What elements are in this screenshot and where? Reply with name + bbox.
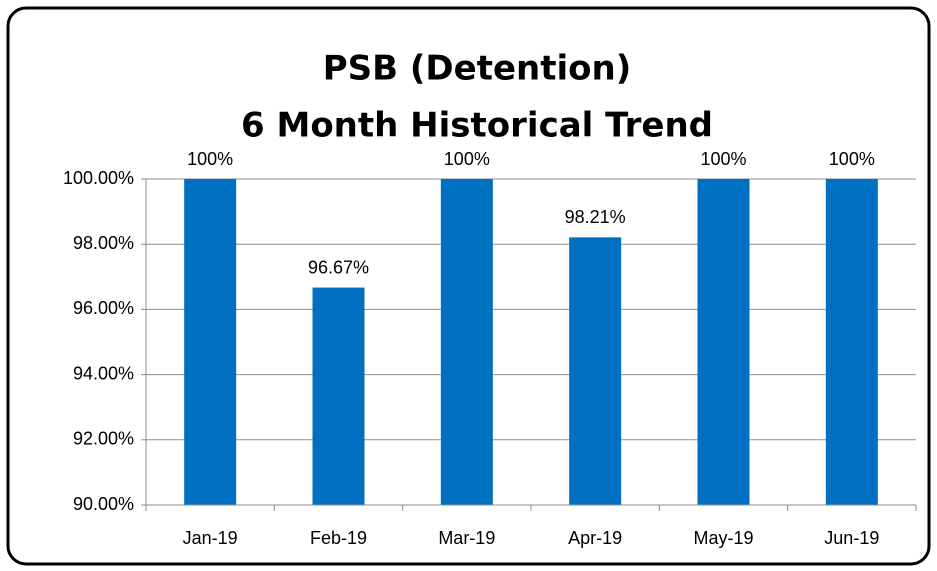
y-tick-label: 96.00% <box>73 298 134 318</box>
chart-subtitle: 6 Month Historical Trend <box>241 106 713 146</box>
y-tick-label: 94.00% <box>73 363 134 383</box>
value-label: 100% <box>700 149 746 169</box>
bar <box>312 287 365 505</box>
x-tick-label: Jun-19 <box>824 528 879 548</box>
value-label: 98.21% <box>565 207 626 227</box>
value-label: 96.67% <box>308 257 369 277</box>
y-tick-label: 90.00% <box>73 494 134 514</box>
y-tick-label: 100.00% <box>63 168 134 188</box>
y-tick-label: 92.00% <box>73 429 134 449</box>
y-tick-label: 98.00% <box>73 233 134 253</box>
x-tick-label: Jan-19 <box>183 528 238 548</box>
value-label: 100% <box>444 149 490 169</box>
x-tick-label: Mar-19 <box>438 528 495 548</box>
bar <box>825 179 878 505</box>
bar <box>569 237 622 505</box>
chart-title: PSB (Detention) <box>323 49 632 89</box>
value-label: 100% <box>187 149 233 169</box>
value-label: 100% <box>829 149 875 169</box>
x-tick-label: Feb-19 <box>310 528 367 548</box>
bar <box>697 179 750 505</box>
bar <box>184 179 237 505</box>
bar <box>440 179 493 505</box>
x-tick-label: May-19 <box>693 528 753 548</box>
x-tick-label: Apr-19 <box>568 528 622 548</box>
